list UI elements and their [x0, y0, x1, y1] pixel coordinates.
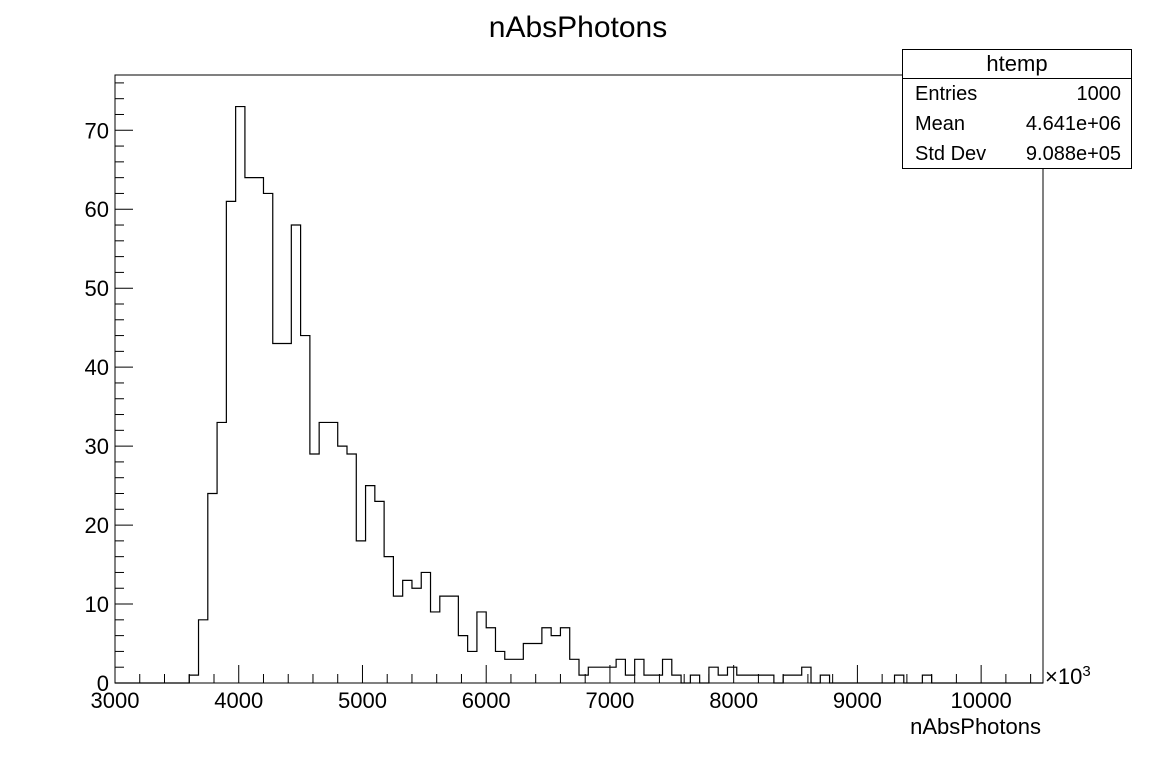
- x-tick-label: 9000: [833, 688, 882, 713]
- stats-label: Entries: [915, 83, 978, 105]
- x-axis-label: nAbsPhotons: [910, 714, 1041, 739]
- y-tick-label: 10: [85, 592, 109, 617]
- stats-label: Mean: [915, 113, 966, 135]
- x-axis-multiplier: ×103: [1045, 663, 1091, 689]
- stats-row-entries: Entries 1000: [903, 79, 1131, 109]
- x-tick-label: 8000: [709, 688, 758, 713]
- y-tick-labels: 0 10 20 30 40 50 60 70: [85, 118, 109, 696]
- histogram-outline: [115, 105, 1043, 684]
- y-tick-label: 20: [85, 513, 109, 538]
- stats-row-stddev: Std Dev 9.088e+05: [903, 139, 1131, 169]
- x-tick-label: 7000: [585, 688, 634, 713]
- x-tick-label: 4000: [214, 688, 263, 713]
- x-tick-label: 5000: [338, 688, 387, 713]
- stats-value: 4.641e+06: [1025, 113, 1121, 135]
- x-tick-labels: 3000 4000 5000 6000 7000 8000 9000 10000: [91, 688, 1012, 713]
- stats-title: htemp: [903, 50, 1131, 79]
- y-tick-label: 40: [85, 355, 109, 380]
- x-tick-label: 3000: [91, 688, 140, 713]
- stats-value: 9.088e+05: [1025, 143, 1121, 165]
- y-tick-label: 70: [85, 118, 109, 143]
- axis-ticks: [114, 82, 1032, 684]
- plot-frame: [114, 74, 1044, 684]
- stats-box: htemp Entries 1000 Mean 4.641e+06 Std De…: [902, 49, 1132, 169]
- x-tick-label: 10000: [951, 688, 1012, 713]
- x-tick-label: 6000: [462, 688, 511, 713]
- stats-label: Std Dev: [915, 143, 987, 165]
- y-tick-label: 50: [85, 276, 109, 301]
- y-tick-label: 0: [97, 671, 109, 696]
- y-tick-label: 30: [85, 434, 109, 459]
- stats-value: 1000: [1076, 83, 1122, 105]
- y-tick-label: 60: [85, 197, 109, 222]
- chart-title: nAbsPhotons: [489, 11, 667, 44]
- stats-row-mean: Mean 4.641e+06: [903, 109, 1131, 139]
